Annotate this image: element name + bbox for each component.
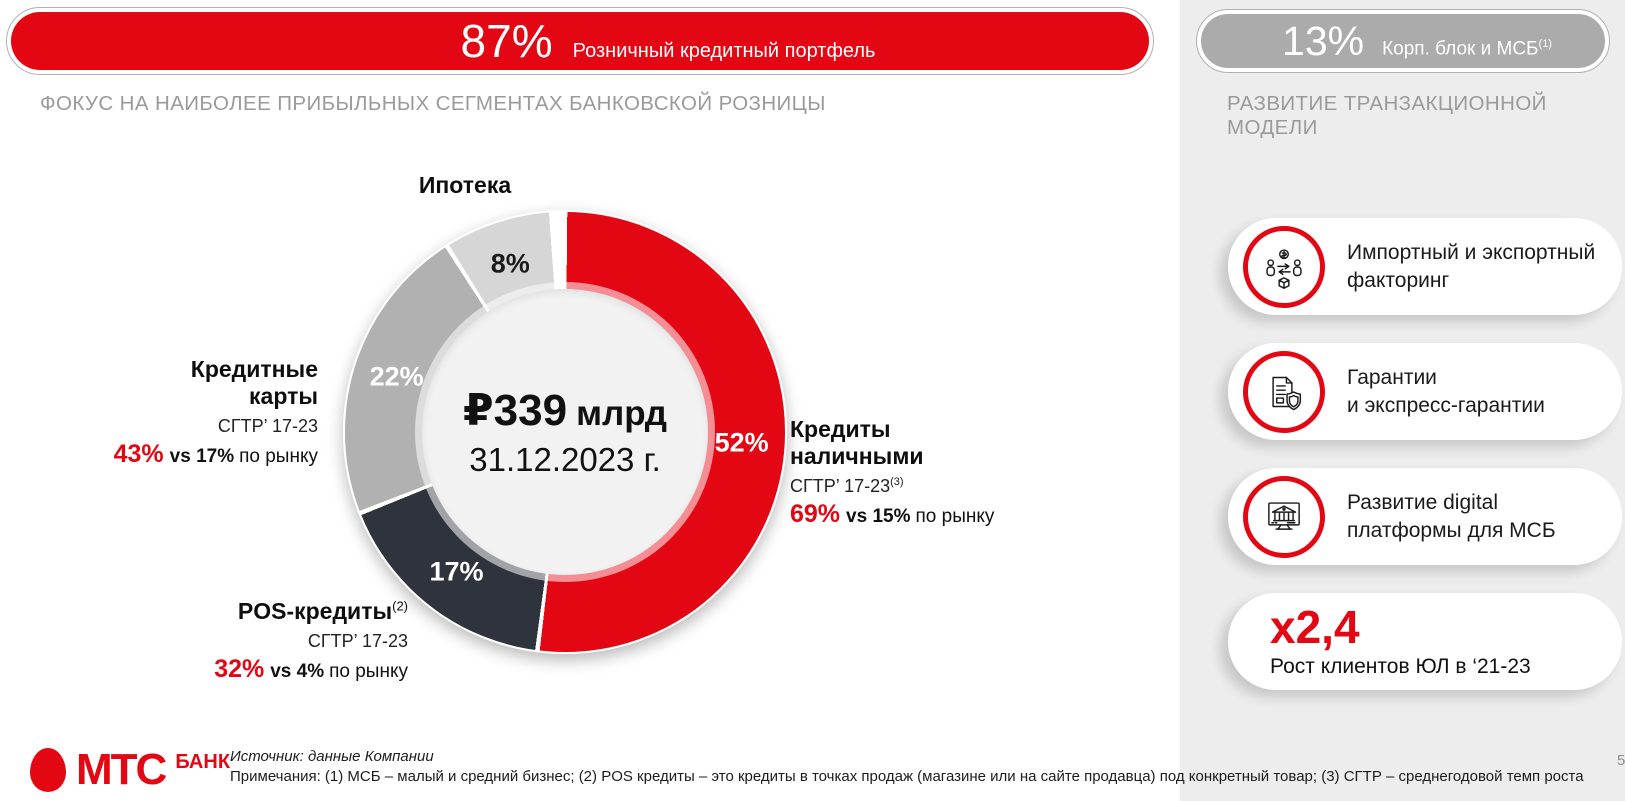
superscript-note-ref: (2)	[392, 598, 408, 614]
service-card-factoring: Импортный и экспортный факторинг	[1228, 218, 1622, 315]
icon-circle	[1243, 225, 1325, 308]
cash-loans-growth: 69% vs 15% по рынку	[790, 500, 1040, 529]
donut-center: ₽339 млрд 31.12.2023 г.	[422, 289, 708, 575]
factoring-icon	[1266, 248, 1302, 289]
metric-card: x2,4 Рост клиентов ЮЛ в ‘21-23	[1228, 593, 1622, 690]
cash-loans-growth-value: 69%	[790, 500, 841, 529]
corporate-share-value: 13%	[1282, 17, 1365, 64]
percent-label: 52%	[714, 427, 769, 458]
metric-label: Рост клиентов ЮЛ в ‘21-23	[1270, 655, 1531, 678]
credit-cards-growth-value: 43%	[113, 440, 164, 469]
percent-label: 8%	[490, 248, 530, 279]
corporate-banner-label-text: Корп. блок и МСБ	[1382, 38, 1539, 60]
digital-platform-icon	[1268, 501, 1300, 530]
pos-credits-cagr: СГТР’ 17-23	[307, 631, 408, 652]
superscript-note-ref: (1)	[1538, 38, 1552, 51]
section-title-left: ФОКУС НА НАИБОЛЕЕ ПРИБЫЛЬНЫХ СЕГМЕНТАХ Б…	[40, 92, 826, 115]
cash-loans-cagr-text: СГТР’ 17-23	[790, 476, 891, 497]
mts-egg-icon	[30, 748, 66, 792]
cash-loans-cagr: СГТР’ 17-23(3)	[790, 476, 1040, 497]
portfolio-total-value: ₽339 млрд	[463, 385, 667, 436]
cash-loans-market-suffix: по рынку	[915, 506, 995, 528]
callout-credit-cards: Кредитные карты СГТР’ 17-23 43% vs 17% по …	[108, 356, 318, 469]
retail-share-value: 87%	[460, 15, 553, 67]
pos-credits-growth: 32% vs 4% по рынку	[168, 655, 408, 684]
page-number: 5	[1617, 752, 1625, 769]
callout-cash-loans: Кредиты наличными СГТР’ 17-23(3) 69% vs 1…	[790, 416, 1040, 529]
card-label: Развитие digital платформы для МСБ	[1347, 491, 1556, 542]
percent-label: 22%	[369, 361, 424, 392]
superscript-note-ref: (3)	[890, 476, 904, 489]
pos-credits-label-text: POS-кредиты	[237, 598, 393, 624]
logo-brand: МТС	[76, 745, 167, 794]
callout-mortgage: Ипотека	[395, 172, 535, 199]
icon-circle	[1243, 475, 1325, 558]
credit-cards-vs-market: vs 17%	[169, 446, 235, 468]
footer-source: Источник: данные Компании	[230, 748, 434, 765]
portfolio-total-unit: млрд	[576, 394, 667, 433]
logo-suffix: БАНК	[175, 750, 231, 773]
pos-credits-vs-market: vs 4%	[270, 661, 325, 683]
corporate-banner: 13% Корп. блок и МСБ(1)	[1196, 9, 1610, 73]
footer-notes: Примечания: (1) МСБ – малый и средний би…	[230, 768, 1584, 785]
corporate-banner-pill: 13% Корп. блок и МСБ(1)	[1201, 14, 1605, 68]
retail-banner-label: Розничный кредитный портфель	[572, 40, 876, 62]
retail-banner-pill: 87% Розничный кредитный портфель	[11, 12, 1149, 70]
corporate-banner-content: 13% Корп. блок и МСБ(1)	[1282, 17, 1552, 64]
pos-credits-label: POS-кредиты(2)	[168, 598, 408, 625]
metric-value: x2,4	[1270, 601, 1360, 653]
retail-banner: 87% Розничный кредитный портфель	[6, 7, 1154, 75]
pos-credits-market-suffix: по рынку	[329, 661, 408, 683]
retail-banner-content: 87% Розничный кредитный портфель	[461, 18, 876, 64]
portfolio-date: 31.12.2023 г.	[469, 441, 661, 478]
guarantee-icon	[1272, 376, 1302, 410]
callout-pos-credits: POS-кредиты(2) СГТР’ 17-23 32% vs 4% по ры…	[168, 598, 408, 684]
service-card-digital-platform: Развитие digital платформы для МСБ	[1228, 468, 1622, 565]
cash-loans-vs-market: vs 15%	[846, 506, 911, 528]
card-label: Импортный и экспортный факторинг	[1347, 241, 1596, 292]
card-label: Гарантии и экспресс-гарантии	[1347, 366, 1545, 417]
donut-chart: ₽339 млрд 31.12.2023 г. 52% 17% 22% 8%	[343, 210, 787, 654]
service-card-guarantees: Гарантии и экспресс-гарантии	[1228, 343, 1622, 440]
icon-circle	[1243, 350, 1325, 433]
percent-label: 17%	[429, 556, 484, 587]
pos-credits-growth-value: 32%	[214, 655, 265, 684]
corporate-banner-label: Корп. блок и МСБ(1)	[1382, 38, 1552, 60]
credit-cards-market-suffix: по рынку	[239, 446, 318, 468]
credit-cards-cagr: СГТР’ 17-23	[217, 416, 318, 437]
cash-loans-label: Кредиты наличными	[790, 416, 924, 470]
mortgage-label: Ипотека	[418, 172, 512, 198]
portfolio-total-amount: ₽339	[463, 386, 568, 435]
credit-cards-growth: 43% vs 17% по рынку	[108, 440, 318, 469]
credit-cards-label: Кредитные карты	[190, 356, 318, 410]
section-title-right: РАЗВИТИЕ ТРАНЗАКЦИОННОЙ МОДЕЛИ	[1227, 92, 1547, 139]
mts-bank-logo: МТС БАНК	[30, 748, 230, 792]
